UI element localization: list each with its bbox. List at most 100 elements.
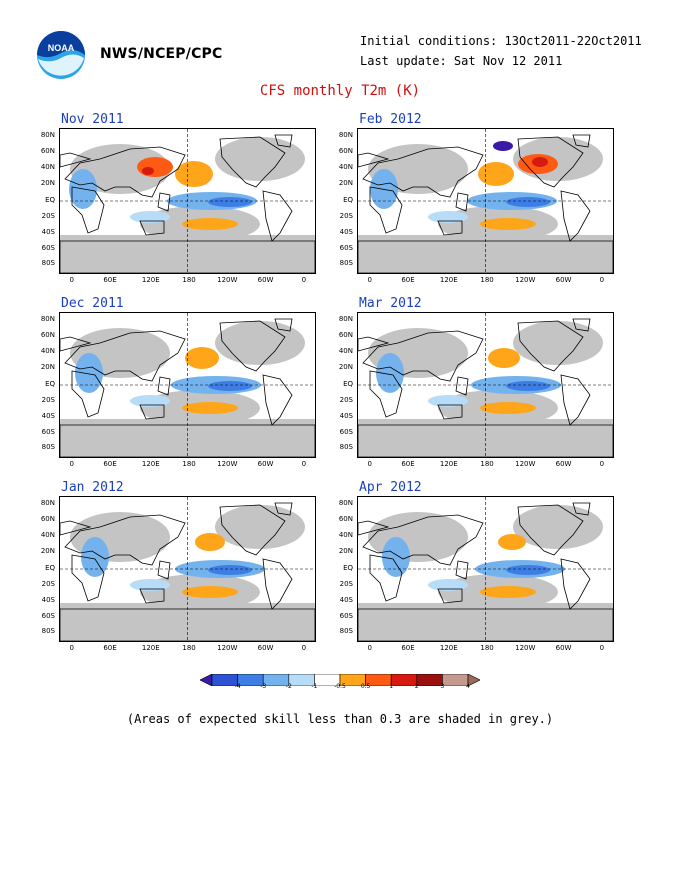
cold-anomaly [130,579,170,591]
cold-anomaly [75,353,103,393]
panel-title: Dec 2011 [61,296,124,311]
cold-anomaly [130,395,170,407]
lat-tick-label: EQ [45,380,55,388]
lat-tick-label: 20S [41,579,55,588]
coastline [262,374,293,426]
coastline [60,424,315,457]
lon-tick-label: 0 [69,276,74,284]
lat-tick-label: 20N [40,546,55,555]
cold-anomaly [208,565,252,575]
lat-tick-label: 80S [339,443,353,452]
lat-tick-label: 60S [41,243,55,252]
anomaly-map [357,312,614,458]
lat-tick-label: 60N [338,147,353,156]
coastline [369,186,403,234]
skill-footnote: (Areas of expected skill less than 0.3 a… [126,712,554,726]
lon-tick-label: 0 [367,276,372,284]
coastline [560,374,591,426]
lon-tick-label: 0 [301,460,307,468]
cold-anomaly [208,381,252,391]
lon-tick-label: 120E [439,644,458,652]
lon-tick-label: 120W [515,460,536,468]
lon-tick-label: 180 [480,276,494,284]
colorbar-tick-label: 1 [389,683,394,690]
lat-tick-label: 20S [339,211,353,220]
lat-tick-label: 40S [41,411,55,420]
colorbar-end-left [199,673,213,687]
warm-anomaly [175,161,213,187]
lat-tick-label: 60N [40,515,55,524]
coastline [517,320,584,372]
colorbar-tick-label: -2 [285,683,292,690]
lat-tick-label: 20S [41,211,55,220]
cold-anomaly [208,197,252,207]
lat-tick-label: 60N [40,331,55,340]
coastline [362,146,484,198]
cold-anomaly [81,537,109,577]
colorbar-tick-label: -4 [234,683,241,690]
coastline [60,152,92,168]
low-skill-area [215,321,305,365]
lat-tick-label: EQ [343,564,353,572]
lat-tick-label: 60S [41,427,55,436]
lat-tick-label: 60N [338,331,353,340]
lon-tick-label: 180 [480,460,494,468]
coastline [369,554,403,602]
warm-anomaly [478,162,514,186]
coastline [560,190,591,242]
lat-tick-label: 20S [339,395,353,404]
lat-tick-label: 80N [338,315,353,324]
lat-tick-label: 80N [338,131,353,140]
lon-tick-label: 60E [103,644,117,652]
lon-tick-label: 60W [257,644,274,652]
lon-tick-label: 120E [439,276,458,284]
lat-tick-label: 80N [338,499,353,508]
coastline [262,558,293,610]
coastline [362,514,484,566]
coastline [60,608,315,641]
lat-tick-label: EQ [343,196,353,204]
lon-tick-label: 120E [141,276,160,284]
last-update: Last update: Sat Nov 12 2011 [360,54,563,68]
lat-tick-label: 80N [40,499,55,508]
lat-tick-label: 40N [40,530,55,539]
coastline [71,186,105,234]
lon-tick-label: 60E [401,460,415,468]
lon-tick-label: 120W [217,644,238,652]
lon-tick-label: 0 [301,276,307,284]
colorbar [199,671,481,690]
warm-anomaly [488,348,520,368]
anomaly-map [59,312,316,458]
panel-title: Feb 2012 [359,112,422,127]
warm-anomaly [480,218,536,230]
lon-tick-label: 60E [401,644,415,652]
low-skill-area [215,137,305,181]
warm-anomaly [532,157,548,167]
coastline [274,134,293,148]
lon-tick-label: 0 [599,644,605,652]
warm-anomaly [480,586,536,598]
coastline [157,560,171,580]
cold-anomaly [506,381,550,391]
coastline [455,192,469,212]
lat-tick-label: 20N [40,362,55,371]
anomaly-map [59,128,316,274]
lon-tick-label: 0 [69,460,74,468]
lon-tick-label: 120W [515,276,536,284]
coastline [262,190,293,242]
lon-tick-label: 120E [439,460,458,468]
lon-tick-label: 60W [555,276,572,284]
lat-tick-label: 20N [338,178,353,187]
coastline [60,240,315,273]
colorbar-tick-label: 0.5 [360,683,371,690]
warm-anomaly [142,167,154,175]
coastline [358,520,390,536]
low-skill-area [215,505,305,549]
noaa-logo: NOAA [36,30,86,80]
lat-tick-label: 80S [339,627,353,636]
warm-anomaly [182,402,238,414]
lat-tick-label: 60N [338,515,353,524]
coastline [455,376,469,396]
panel-title: Apr 2012 [359,480,422,495]
coastline [572,502,591,516]
